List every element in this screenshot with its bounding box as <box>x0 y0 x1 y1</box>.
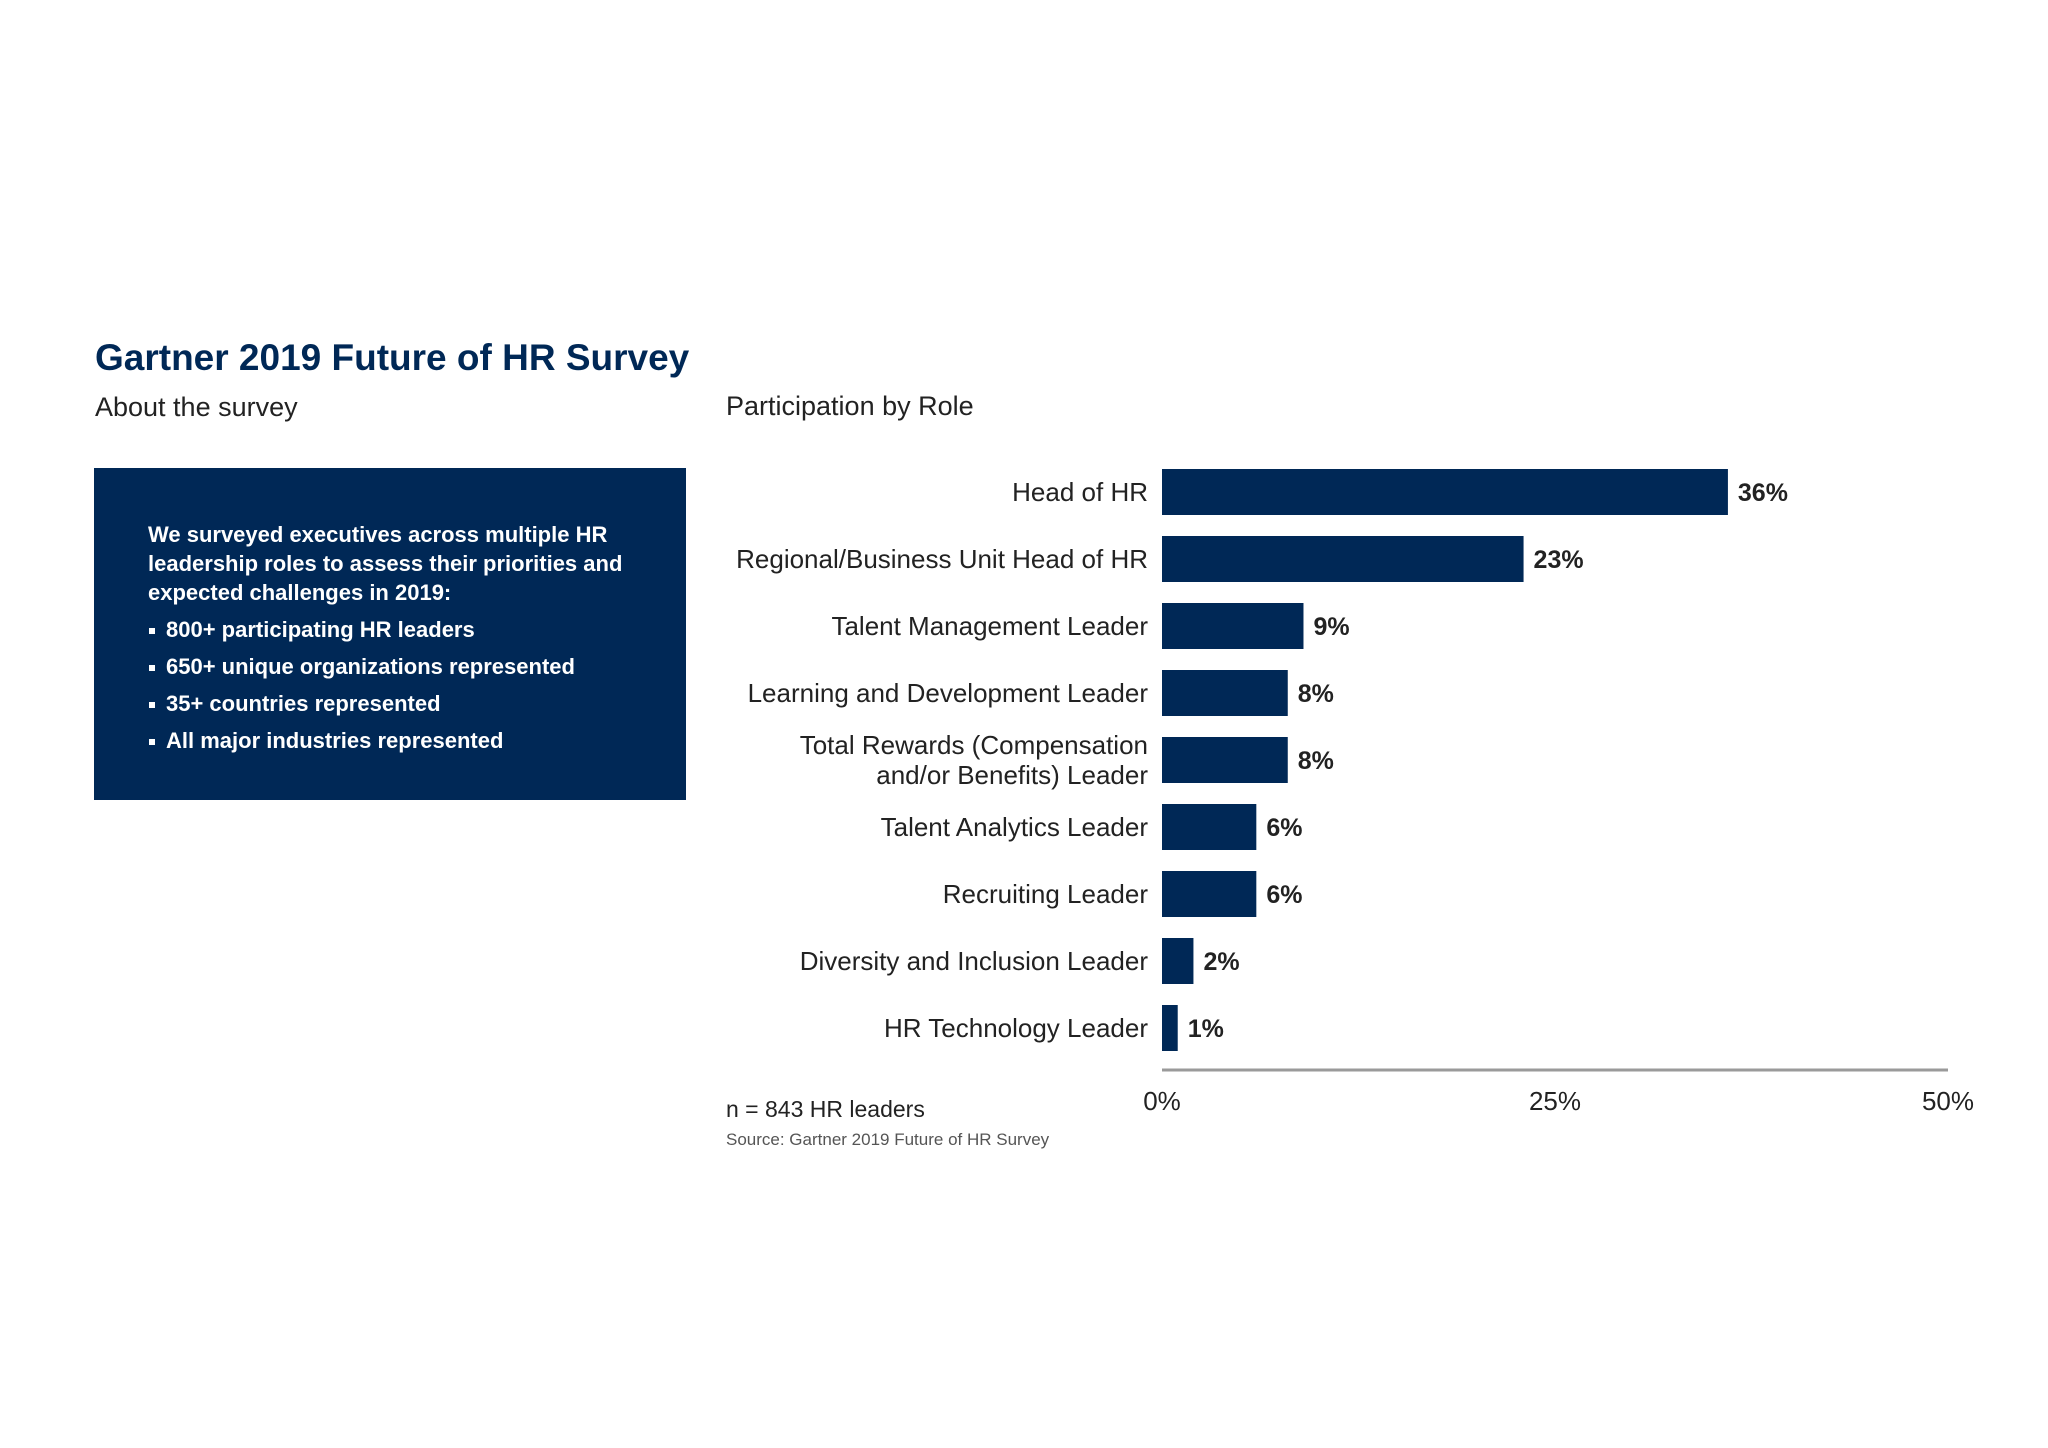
category-label: and/or Benefits) Leader <box>876 760 1148 790</box>
bar <box>1162 469 1728 515</box>
survey-fact-item: 35+ countries represented <box>148 685 646 722</box>
survey-facts-list: 800+ participating HR leaders 650+ uniqu… <box>148 611 646 759</box>
bar-value-label: 1% <box>1188 1015 1224 1043</box>
category-label: Recruiting Leader <box>943 879 1149 909</box>
category-label: Diversity and Inclusion Leader <box>800 946 1149 976</box>
bar-value-label: 36% <box>1738 479 1788 507</box>
bar-value-label: 6% <box>1266 814 1302 842</box>
category-label: Talent Management Leader <box>831 611 1148 641</box>
survey-info-box: We surveyed executives across multiple H… <box>94 468 686 800</box>
survey-fact-item: All major industries represented <box>148 722 646 759</box>
page-title: Gartner 2019 Future of HR Survey <box>95 337 690 378</box>
bar-value-label: 23% <box>1534 546 1584 574</box>
category-label: Talent Analytics Leader <box>881 812 1149 842</box>
bar <box>1162 804 1257 850</box>
bar <box>1162 603 1304 649</box>
bar-value-label: 9% <box>1313 613 1349 641</box>
bar-value-label: 2% <box>1203 948 1239 976</box>
bar-value-label: 8% <box>1298 747 1334 775</box>
bar <box>1162 536 1524 582</box>
bar <box>1162 670 1288 716</box>
source-note: Source: Gartner 2019 Future of HR Survey <box>726 1130 1050 1149</box>
bar <box>1162 1005 1178 1051</box>
category-label: Learning and Development Leader <box>748 678 1149 708</box>
bar-value-label: 6% <box>1266 881 1302 909</box>
category-label: Head of HR <box>1012 477 1148 507</box>
survey-fact-item: 650+ unique organizations represented <box>148 648 646 685</box>
category-label: HR Technology Leader <box>884 1013 1148 1043</box>
bar <box>1162 737 1288 783</box>
category-label: Total Rewards (Compensation <box>800 730 1148 760</box>
category-label: Regional/Business Unit Head of HR <box>736 544 1148 574</box>
survey-intro-text: We surveyed executives across multiple H… <box>148 522 623 605</box>
page-subtitle: About the survey <box>95 392 298 422</box>
x-tick-label: 25% <box>1529 1086 1581 1116</box>
x-tick-label: 0% <box>1143 1086 1181 1116</box>
sample-size-note: n = 843 HR leaders <box>726 1096 925 1122</box>
survey-fact-item: 800+ participating HR leaders <box>148 611 646 648</box>
bar <box>1162 938 1194 984</box>
bar <box>1162 871 1257 917</box>
chart-title: Participation by Role <box>726 391 974 421</box>
bar-value-label: 8% <box>1298 680 1334 708</box>
x-tick-label: 50% <box>1922 1086 1974 1116</box>
